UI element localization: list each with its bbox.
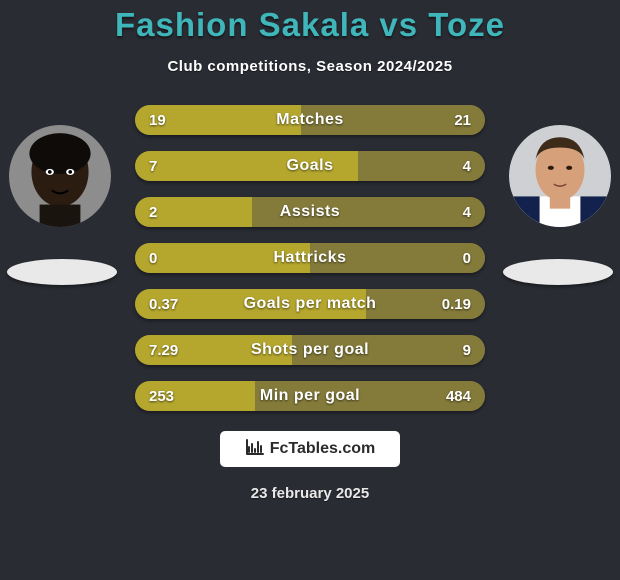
stat-row: 2Assists4 xyxy=(135,197,485,227)
watermark: FcTables.com xyxy=(220,431,400,467)
date: 23 february 2025 xyxy=(0,485,620,502)
stat-value-right: 4 xyxy=(463,204,471,221)
stat-row: 0Hattricks0 xyxy=(135,243,485,273)
stat-label: Assists xyxy=(135,203,485,221)
stat-row: 7.29Shots per goal9 xyxy=(135,335,485,365)
avatar-right xyxy=(509,125,611,227)
stat-label: Matches xyxy=(135,111,485,129)
stat-label: Hattricks xyxy=(135,249,485,267)
stat-value-right: 0 xyxy=(463,250,471,267)
stat-bars: 19Matches21 7Goals4 2Assists4 0Hattricks0 0.… xyxy=(135,105,485,411)
stat-value-right: 0.19 xyxy=(442,296,471,313)
page-title: Fashion Sakala vs Toze xyxy=(0,6,620,44)
stat-label: Goals xyxy=(135,157,485,175)
stat-label: Goals per match xyxy=(135,295,485,313)
chart-icon xyxy=(245,438,265,461)
stat-row: 0.37Goals per match0.19 xyxy=(135,289,485,319)
stat-label: Shots per goal xyxy=(135,341,485,359)
stat-value-right: 4 xyxy=(463,158,471,175)
subtitle: Club competitions, Season 2024/2025 xyxy=(0,58,620,75)
shadow-ellipse-right xyxy=(503,259,613,285)
avatar-left-image xyxy=(9,125,111,227)
stat-row: 253Min per goal484 xyxy=(135,381,485,411)
stat-row: 19Matches21 xyxy=(135,105,485,135)
shadow-ellipse-left xyxy=(7,259,117,285)
comparison-container: Fashion Sakala vs Toze Club competitions… xyxy=(0,0,620,580)
avatar-left xyxy=(9,125,111,227)
watermark-text: FcTables.com xyxy=(270,440,376,458)
stat-value-right: 9 xyxy=(463,342,471,359)
stat-row: 7Goals4 xyxy=(135,151,485,181)
stat-label: Min per goal xyxy=(135,387,485,405)
avatar-right-image xyxy=(509,125,611,227)
stat-value-right: 21 xyxy=(454,112,471,129)
stat-value-right: 484 xyxy=(446,388,471,405)
